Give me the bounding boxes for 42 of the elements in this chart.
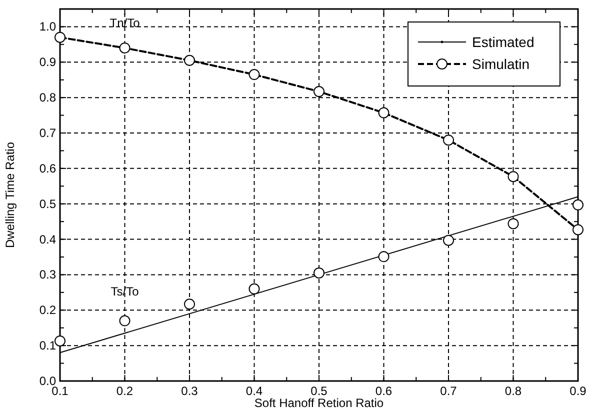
y-tick-label: 0.9	[39, 55, 56, 70]
point	[314, 86, 324, 98]
y-tick-label: 0.7	[39, 126, 56, 140]
y-tick-label: 0.5	[39, 196, 56, 211]
legend-label: Estimated	[472, 34, 534, 50]
annotation: Ts/To	[110, 284, 140, 298]
y-tick-label: 1.0	[39, 20, 56, 34]
point	[184, 54, 195, 66]
y-tick-label: 0.4	[39, 232, 56, 246]
y-tick-label: 0.8	[39, 90, 56, 105]
point	[248, 69, 260, 80]
point	[314, 267, 324, 278]
point	[184, 298, 195, 310]
point	[378, 107, 390, 118]
x-axis-title: Soft Hanoff Retion Ratio	[254, 396, 384, 410]
x-tick-label: 0.5	[310, 384, 328, 398]
point	[572, 224, 584, 236]
point	[508, 171, 519, 182]
point	[54, 335, 66, 346]
x-tick-label: 0.3	[181, 384, 198, 398]
point	[119, 42, 130, 54]
x-tick-label: 0.8	[504, 384, 522, 398]
point	[443, 234, 454, 246]
annotation: Tn/To	[110, 16, 140, 30]
point	[119, 315, 130, 326]
y-axis-title: Dwelling Time Ratio	[3, 142, 17, 248]
point	[443, 134, 454, 146]
point	[248, 283, 260, 294]
y-tick-label: 0.6	[39, 161, 56, 176]
y-tick-label: 0.2	[39, 303, 56, 318]
point	[508, 218, 519, 230]
x-tick-label: 0.7	[440, 384, 458, 398]
x-tick-label: 0.9	[570, 384, 587, 398]
y-tick-label: 0.1	[39, 338, 56, 353]
x-tick-label: 0.4	[246, 384, 263, 398]
point	[378, 251, 390, 262]
point	[54, 32, 66, 43]
x-tick-label: 0.2	[116, 384, 134, 398]
point	[572, 199, 584, 210]
legend-label: Simulatin	[472, 56, 530, 72]
x-tick-label: 0.6	[375, 384, 392, 398]
y-tick-label: 0.3	[39, 268, 56, 282]
